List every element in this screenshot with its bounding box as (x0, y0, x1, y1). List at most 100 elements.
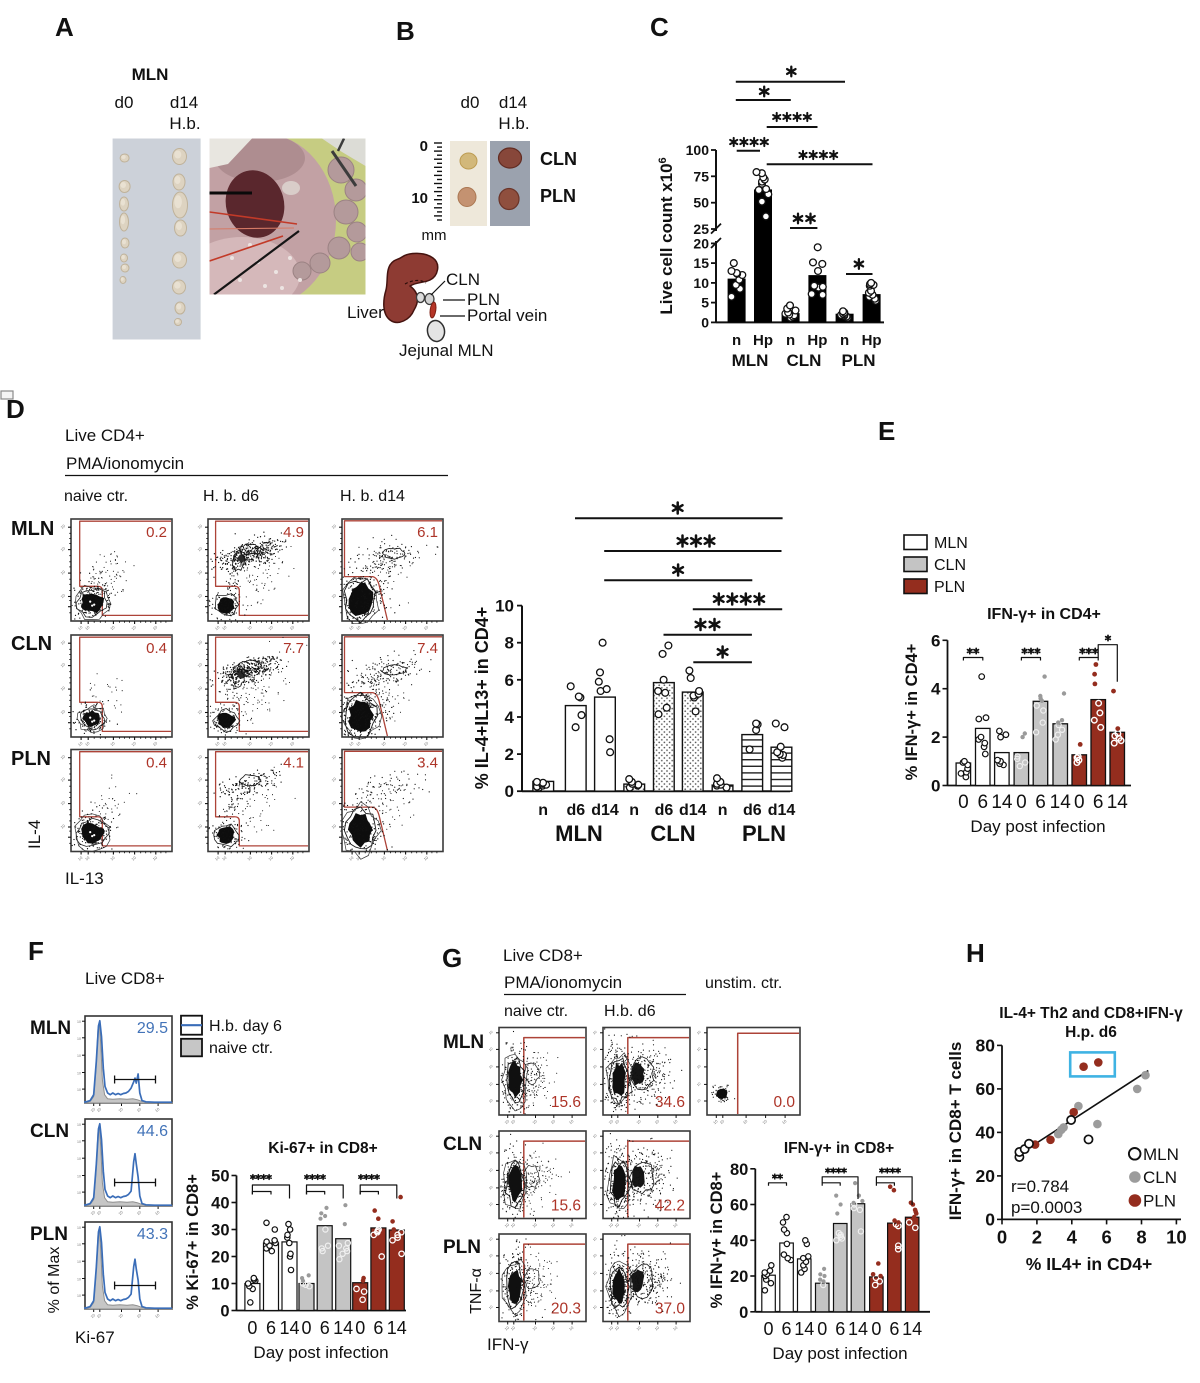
svg-text:10: 10 (59, 523, 66, 530)
svg-text:PLN: PLN (934, 579, 965, 596)
svg-text:10: 10 (89, 1209, 96, 1216)
svg-text:10: 10 (196, 523, 203, 530)
svg-text:10: 10 (77, 1140, 81, 1144)
svg-text:10: 10 (84, 855, 91, 862)
svg-text:PLN: PLN (742, 821, 786, 846)
svg-text:10: 10 (423, 855, 430, 862)
svg-text:30: 30 (211, 1222, 229, 1240)
svg-text:IFN-γ+ in CD8+: IFN-γ+ in CD8+ (784, 1140, 894, 1157)
svg-text:10: 10 (136, 1106, 143, 1113)
svg-text:10: 10 (488, 1305, 494, 1311)
svg-text:10: 10 (214, 624, 221, 631)
svg-text:10: 10 (130, 624, 137, 631)
svg-text:20: 20 (693, 235, 709, 251)
svg-text:IL-4: IL-4 (25, 820, 44, 849)
svg-text:10: 10 (488, 1047, 494, 1053)
svg-text:20.3: 20.3 (551, 1301, 581, 1318)
svg-text:10: 10 (152, 740, 159, 747)
svg-text:6: 6 (1093, 792, 1104, 813)
svg-text:6: 6 (505, 671, 514, 690)
svg-text:n: n (786, 332, 795, 349)
svg-text:10: 10 (289, 855, 296, 862)
svg-text:14: 14 (902, 1319, 922, 1339)
svg-text:15: 15 (693, 255, 709, 271)
svg-text:10: 10 (355, 855, 362, 862)
svg-text:10: 10 (742, 1118, 749, 1125)
svg-text:14: 14 (848, 1319, 868, 1339)
svg-text:14: 14 (1050, 792, 1072, 813)
svg-text:20: 20 (730, 1268, 748, 1286)
svg-text:Day post infection: Day post infection (970, 817, 1105, 836)
svg-text:PLN: PLN (467, 290, 500, 309)
svg-text:H.b. day 6: H.b. day 6 (209, 1018, 282, 1035)
svg-text:10: 10 (495, 597, 514, 616)
svg-text:100: 100 (686, 142, 710, 158)
svg-text:0: 0 (958, 792, 969, 813)
svg-text:10: 10 (510, 1118, 517, 1125)
svg-text:10: 10 (696, 1064, 702, 1070)
svg-text:10: 10 (196, 569, 203, 576)
svg-text:40: 40 (976, 1122, 996, 1142)
svg-text:MLN: MLN (934, 535, 968, 552)
svg-text:n: n (538, 802, 548, 819)
svg-text:10: 10 (196, 685, 203, 692)
svg-text:PLN: PLN (1143, 1192, 1176, 1211)
svg-text:Hp: Hp (753, 332, 773, 349)
svg-text:E: E (878, 416, 895, 446)
svg-text:6: 6 (781, 1319, 791, 1339)
svg-text:10: 10 (77, 624, 84, 631)
svg-text:10: 10 (635, 1325, 642, 1332)
svg-text:10: 10 (59, 776, 66, 783)
svg-text:10: 10 (77, 1191, 81, 1195)
svg-text:10: 10 (96, 1106, 103, 1113)
svg-text:0: 0 (1016, 792, 1027, 813)
svg-text:10: 10 (109, 740, 116, 747)
svg-text:10: 10 (550, 1325, 557, 1332)
svg-text:10: 10 (488, 1030, 494, 1036)
svg-text:A: A (55, 12, 74, 42)
svg-text:6: 6 (373, 1318, 383, 1338)
svg-text:10: 10 (117, 1106, 124, 1113)
svg-text:10: 10 (77, 1054, 81, 1058)
svg-text:10: 10 (59, 685, 66, 692)
svg-text:10: 10 (488, 1133, 494, 1139)
svg-text:10: 10 (654, 1325, 661, 1332)
svg-text:10: 10 (503, 1222, 510, 1229)
svg-text:10: 10 (77, 855, 84, 862)
svg-text:10: 10 (77, 1157, 81, 1161)
svg-text:10: 10 (154, 1312, 161, 1319)
svg-text:25: 25 (693, 221, 709, 237)
svg-text:H.b.: H.b. (498, 114, 529, 133)
svg-text:6: 6 (889, 1319, 899, 1339)
svg-text:10: 10 (196, 661, 203, 668)
svg-text:PLN: PLN (540, 186, 576, 206)
svg-text:% Ki-67+ in CD8+: % Ki-67+ in CD8+ (184, 1174, 202, 1310)
svg-text:50: 50 (211, 1168, 229, 1186)
svg-text:IL-4+ Th2 and CD8+IFN-γ: IL-4+ Th2 and CD8+IFN-γ (999, 1005, 1183, 1022)
svg-text:MLN: MLN (732, 351, 769, 370)
svg-text:MLN: MLN (30, 1018, 71, 1039)
svg-text:MLN: MLN (132, 65, 169, 84)
svg-text:10: 10 (77, 1226, 81, 1230)
svg-text:CLN: CLN (650, 821, 695, 846)
svg-text:10: 10 (488, 1271, 494, 1277)
svg-text:10: 10 (488, 1288, 494, 1294)
svg-text:10: 10 (592, 1305, 598, 1311)
svg-text:8: 8 (1136, 1226, 1146, 1247)
svg-text:34.6: 34.6 (655, 1094, 685, 1111)
svg-text:10: 10 (614, 1325, 621, 1332)
svg-text:H.b. d6: H.b. d6 (604, 1003, 656, 1020)
svg-text:0.0: 0.0 (773, 1094, 795, 1111)
svg-text:0: 0 (1074, 792, 1085, 813)
svg-text:10: 10 (531, 1222, 538, 1229)
svg-text:80: 80 (730, 1161, 748, 1179)
svg-text:60: 60 (976, 1079, 996, 1099)
svg-text:naive ctr.: naive ctr. (209, 1040, 273, 1057)
svg-text:10: 10 (117, 1209, 124, 1216)
svg-text:d0: d0 (115, 93, 134, 112)
svg-text:10: 10 (488, 1168, 494, 1174)
svg-text:10: 10 (330, 753, 337, 760)
svg-text:10: 10 (77, 1294, 81, 1298)
svg-text:10: 10 (84, 624, 91, 631)
svg-text:d14: d14 (170, 93, 198, 112)
